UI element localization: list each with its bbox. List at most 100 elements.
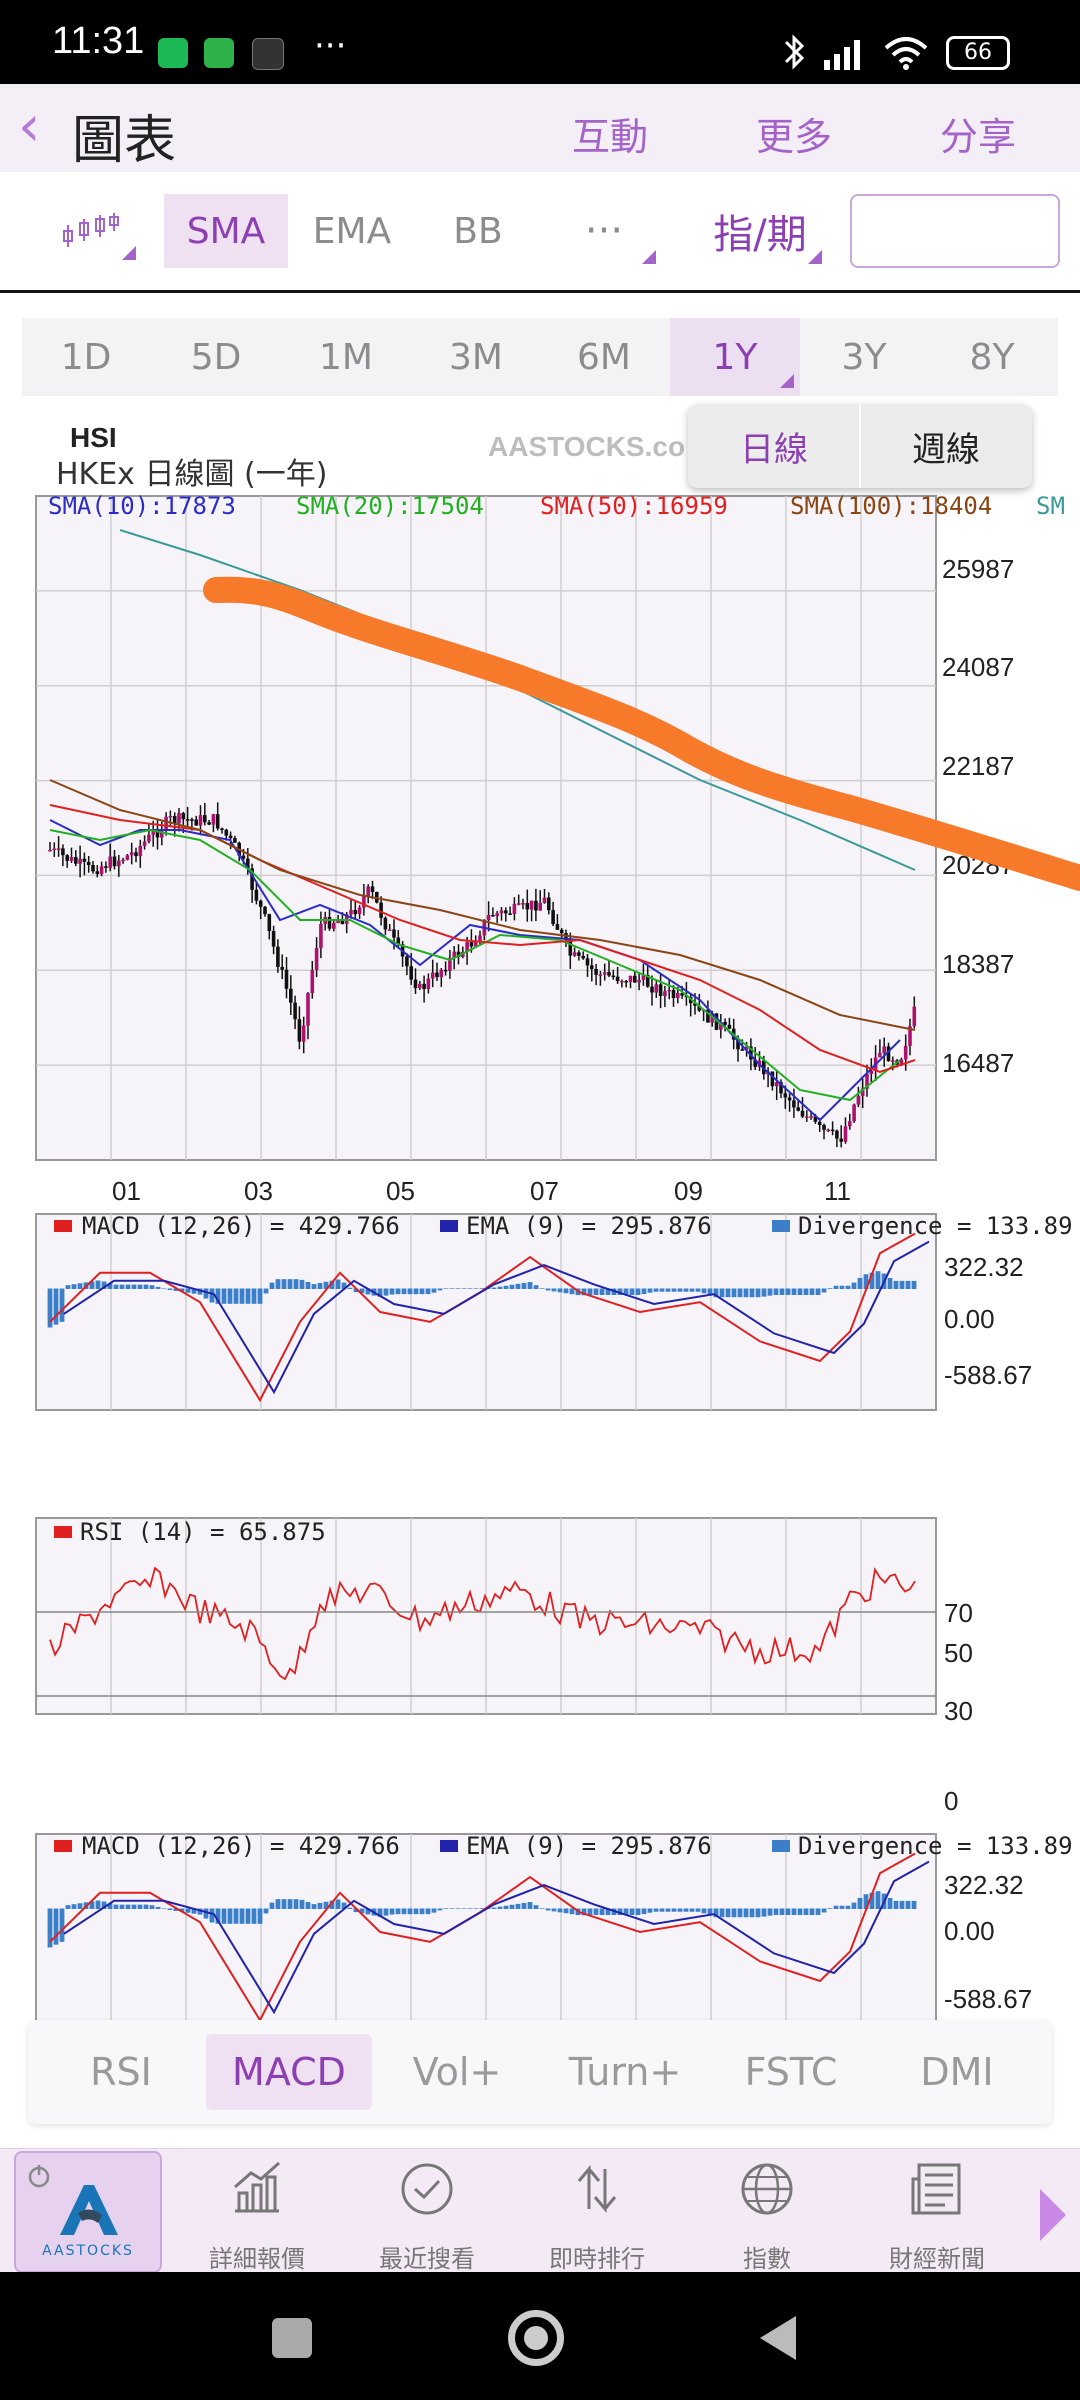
chart-subtitle: HKEx 日線圖 (一年) <box>56 457 327 492</box>
sma10-label: SMA(10):17873 <box>48 492 236 520</box>
battery-icon: 66 <box>946 36 1010 70</box>
candle-body <box>366 886 370 897</box>
period-indicator-button[interactable]: 指/期 <box>690 194 830 268</box>
tab-macd[interactable]: MACD <box>206 2034 372 2110</box>
battery-level: 66 <box>964 40 992 65</box>
divergence-bar <box>545 1288 551 1291</box>
period-5d[interactable]: 5D <box>190 336 242 378</box>
period-3y[interactable]: 3Y <box>841 336 887 378</box>
interval-popup: 日線 週線 <box>688 404 1032 488</box>
divergence-bar <box>95 1280 101 1289</box>
candle-body <box>534 900 538 911</box>
sma-button[interactable]: SMA <box>164 194 288 268</box>
divergence-bar <box>797 1908 803 1916</box>
divergence-bar <box>683 1908 689 1912</box>
candle-body <box>194 819 198 826</box>
divergence-bar <box>149 1285 155 1289</box>
share-button[interactable]: 分享 <box>940 115 1017 159</box>
nav-news[interactable]: 財經新聞 <box>852 2149 1022 2273</box>
interactive-button[interactable]: 互動 <box>572 115 649 159</box>
period-1y-label: 1Y <box>712 336 758 378</box>
candle-body <box>624 980 628 983</box>
candle-body <box>297 1019 302 1042</box>
divergence-bar <box>305 1281 311 1289</box>
nav-ranking[interactable]: 即時排行 <box>512 2149 682 2273</box>
divergence-bar <box>221 1908 227 1924</box>
divergence-bar <box>911 1900 917 1909</box>
candle-body <box>61 848 65 856</box>
divergence-bar <box>533 1285 539 1289</box>
divergence-bar <box>293 1899 299 1909</box>
divergence-bar <box>179 1908 185 1912</box>
candle-body <box>796 1107 800 1111</box>
candle-body <box>697 1005 702 1011</box>
price-chart-grid <box>36 496 936 1160</box>
daily-option[interactable]: 日線 <box>740 429 808 470</box>
period-3m[interactable]: 3M <box>449 336 503 378</box>
tab-fstc[interactable]: FSTC <box>744 2050 838 2094</box>
divergence-bar <box>761 1288 767 1297</box>
nav-label: 即時排行 <box>549 2245 645 2273</box>
candle-body <box>740 1049 745 1051</box>
tab-rsi[interactable]: RSI <box>90 2050 152 2094</box>
candle-body <box>516 903 521 905</box>
divergence-bar <box>185 1288 191 1293</box>
more-indicators-button[interactable]: ··· <box>544 194 664 268</box>
period-1m[interactable]: 1M <box>319 336 373 378</box>
tab-turn[interactable]: Turn+ <box>568 2050 682 2094</box>
divergence-bar <box>257 1908 263 1924</box>
candle-body <box>805 1116 809 1118</box>
nav-index[interactable]: 指數 <box>682 2149 852 2273</box>
candle-body <box>908 1026 912 1046</box>
candle-body <box>276 946 280 967</box>
divergence-bar <box>617 1908 623 1916</box>
divergence-bar <box>539 1908 545 1909</box>
divergence-bar <box>359 1288 365 1294</box>
symbol-input[interactable] <box>850 194 1060 268</box>
more-button[interactable]: 更多 <box>756 115 833 159</box>
home-button[interactable] <box>508 2310 564 2366</box>
back-nav-button[interactable] <box>760 2316 796 2360</box>
recents-button[interactable] <box>272 2318 312 2358</box>
divergence-bar <box>335 1279 341 1289</box>
candle-body <box>301 1025 306 1042</box>
candle-body <box>719 1021 723 1030</box>
divergence-bar <box>245 1908 251 1924</box>
divergence-bar <box>53 1908 59 1945</box>
chart-type-button[interactable] <box>40 194 140 268</box>
candle-body <box>478 935 482 942</box>
candle-body <box>865 1073 869 1089</box>
tab-dmi[interactable]: DMI <box>920 2050 994 2094</box>
tab-vol[interactable]: Vol+ <box>412 2050 502 2094</box>
nav-recent[interactable]: 最近搜看 <box>342 2149 512 2273</box>
period-6m[interactable]: 6M <box>577 336 631 378</box>
divergence-bar <box>461 1288 467 1289</box>
stock-chart[interactable]: HSI HKEx 日線圖 (一年) AASTOCKS.co SMA(10):17… <box>0 400 1080 2020</box>
back-button[interactable]: ‹ <box>18 94 41 159</box>
sma100-label: SMA(100):18404 <box>790 492 992 520</box>
chart-toolbar: SMA EMA BB ··· 指/期 <box>0 172 1080 293</box>
ema2-legend-swatch <box>440 1840 458 1852</box>
candle-body <box>392 929 396 938</box>
power-icon <box>28 2165 50 2188</box>
candle-body <box>886 1046 891 1062</box>
divergence-bar <box>407 1288 413 1295</box>
divergence-bar <box>341 1282 347 1289</box>
bb-button[interactable]: BB <box>453 210 503 252</box>
period-8y[interactable]: 8Y <box>969 336 1015 378</box>
weekly-option[interactable]: 週線 <box>912 429 980 470</box>
divergence-bar <box>329 1900 335 1909</box>
clock-icon <box>401 2163 453 2215</box>
candle-body <box>168 816 173 818</box>
candle-body <box>594 968 598 975</box>
nav-next-arrow[interactable] <box>1040 2189 1066 2241</box>
divergence-bar <box>599 1908 605 1916</box>
nav-detailed-quote[interactable]: 詳細報價 <box>172 2149 342 2273</box>
period-1d[interactable]: 1D <box>60 336 112 378</box>
divergence-bar <box>293 1279 299 1289</box>
divergence-bar <box>773 1288 779 1296</box>
ema-button[interactable]: EMA <box>312 210 392 252</box>
home-logo-button[interactable]: AASTOCKS <box>14 2151 162 2273</box>
period-1y[interactable]: 1Y <box>670 318 800 396</box>
candle-body <box>430 972 435 979</box>
